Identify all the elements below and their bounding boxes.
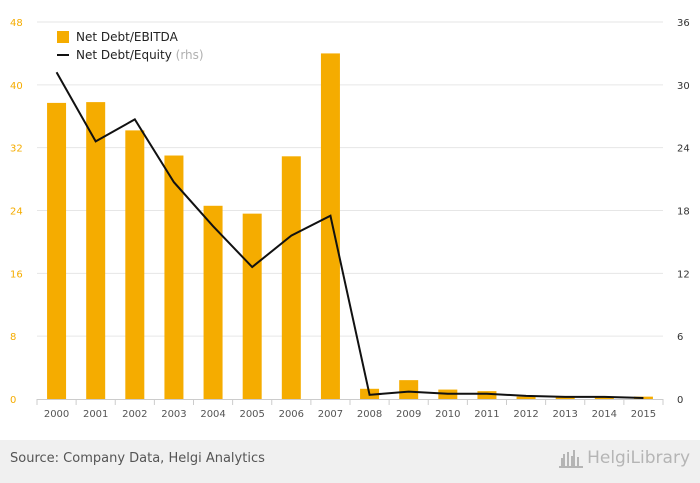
x-tick-label: 2006: [279, 409, 304, 420]
bar: [164, 155, 184, 399]
x-tick-label: 2008: [357, 409, 382, 420]
brand-logo: HelgiLibrary: [559, 448, 690, 468]
bar: [86, 102, 106, 400]
legend-rhs-suffix: (rhs): [176, 48, 204, 62]
y-left-tick-label: 8: [10, 332, 16, 343]
bar: [47, 102, 67, 399]
x-tick-label: 2004: [200, 409, 225, 420]
bar: [125, 130, 145, 399]
legend-label-bar: Net Debt/EBITDA: [76, 30, 179, 44]
y-right-tick-label: 36: [677, 18, 690, 29]
bar: [320, 53, 340, 400]
x-tick-label: 2007: [318, 409, 343, 420]
source-note: Source: Company Data, Helgi Analytics: [10, 451, 265, 466]
bar: [203, 205, 223, 399]
y-right-tick-label: 0: [677, 395, 683, 406]
y-left-tick-label: 40: [10, 81, 23, 92]
x-tick-label: 2001: [83, 409, 108, 420]
x-tick-label: 2011: [474, 409, 499, 420]
line-series: [55, 71, 644, 399]
bar: [594, 397, 614, 399]
x-tick-label: 2010: [435, 409, 460, 420]
x-tick-label: 2015: [631, 409, 656, 420]
y-left-tick-label: 32: [10, 144, 23, 155]
y-right-tick-label: 6: [677, 332, 683, 343]
bar: [477, 391, 497, 399]
legend: Net Debt/EBITDA Net Debt/Equity (rhs): [57, 30, 204, 62]
x-tick-label: 2005: [239, 409, 264, 420]
y-left-tick-label: 48: [10, 18, 23, 29]
y-right-tick-label: 18: [677, 207, 690, 218]
x-tick-label: 2014: [592, 409, 617, 420]
combo-chart: 0 8 16 24 32 40 48 0 6 12 18 24 30 36 2000 2001 2002 2003…: [10, 18, 690, 420]
y-left-tick-label: 24: [10, 207, 23, 218]
x-tick-label: 2012: [513, 409, 538, 420]
bar-series: [47, 53, 653, 400]
x-tick-label: 2002: [122, 409, 147, 420]
x-tick-label: 2000: [44, 409, 69, 420]
footer: Source: Company Data, Helgi Analytics He…: [0, 440, 700, 483]
y-left-tick-label: 16: [10, 269, 23, 280]
y-left-tick-label: 0: [10, 395, 16, 406]
bar: [281, 156, 301, 399]
y-right-tick-label: 12: [677, 269, 690, 280]
x-tick-label: 2009: [396, 409, 421, 420]
bar: [399, 380, 419, 399]
y-right-tick-label: 30: [677, 81, 690, 92]
x-tick-label: 2003: [161, 409, 186, 420]
bar: [242, 213, 262, 399]
axes: 0 8 16 24 32 40 48 0 6 12 18 24 30 36 2000 2001 2002 2003…: [10, 18, 690, 420]
library-icon: [559, 450, 584, 468]
y-right-tick-label: 24: [677, 144, 690, 155]
legend-label-line: Net Debt/Equity (rhs): [76, 48, 204, 62]
bar: [516, 396, 536, 399]
x-tick-label: 2013: [552, 409, 577, 420]
brand-name: HelgiLibrary: [587, 448, 690, 468]
line-path: [55, 71, 644, 399]
legend-swatch-bar: [57, 31, 69, 43]
